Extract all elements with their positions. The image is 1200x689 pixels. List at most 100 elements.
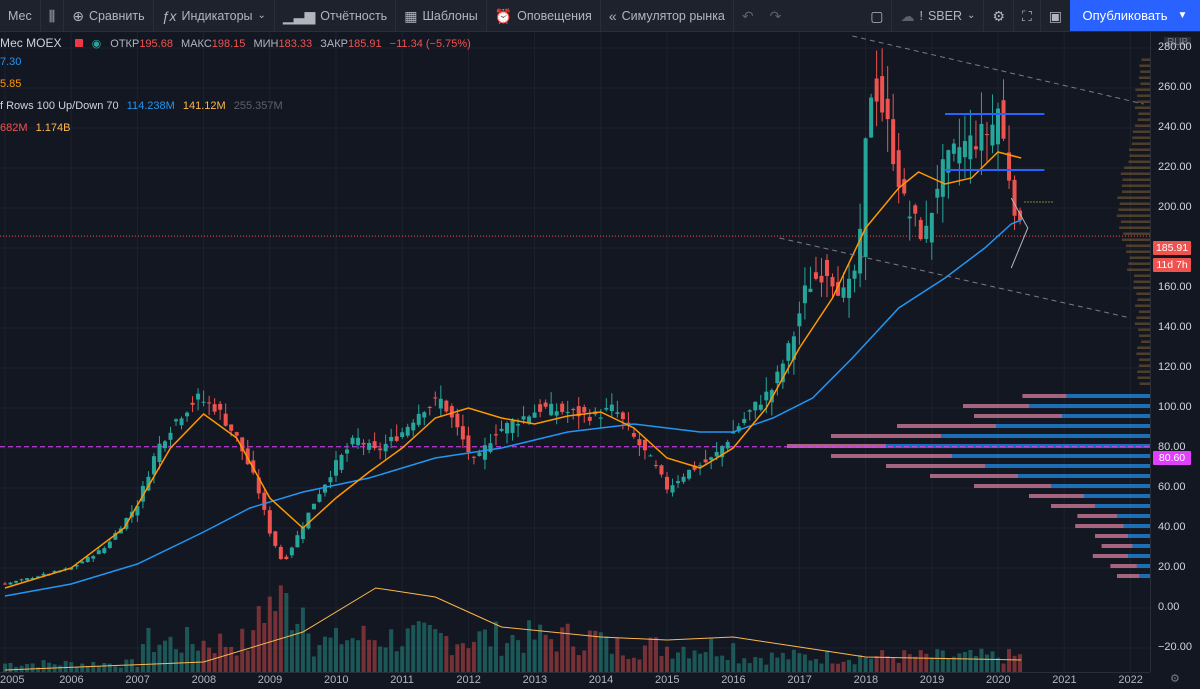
vp-row-upper <box>1133 286 1150 289</box>
vp-row-down <box>1051 504 1095 508</box>
indicators-label: Индикаторы <box>181 8 253 23</box>
volume-bar <box>747 663 752 672</box>
undo-button[interactable]: ↶ <box>734 0 762 31</box>
price-tick-label: 280.00 <box>1158 41 1192 53</box>
vp-row-upper <box>1137 94 1150 97</box>
year-tick-label: 2006 <box>59 674 84 686</box>
volume-ma-line <box>4 587 1022 671</box>
volume-bar <box>962 652 967 672</box>
volume-bar <box>229 646 234 672</box>
volume-bar <box>146 627 151 672</box>
alerts-button[interactable]: ⏰ Оповещения <box>487 0 600 31</box>
candle-body <box>637 439 642 446</box>
candle-body <box>455 413 460 428</box>
settings-button[interactable]: ⚙ <box>984 0 1013 31</box>
volume-bar <box>863 657 868 672</box>
volume-bar <box>532 639 537 672</box>
price-axis[interactable] <box>1150 32 1200 672</box>
toolbar-divider <box>599 0 601 31</box>
candle-body <box>984 134 989 136</box>
templates-button[interactable]: ▦ Шаблоны <box>396 0 486 31</box>
vp-row-down <box>787 444 886 448</box>
candle-body <box>824 259 829 276</box>
replay-button[interactable]: « Симулятор рынка <box>601 0 733 31</box>
interval-button[interactable]: Мес <box>0 0 40 31</box>
function-icon: ƒx <box>161 7 177 24</box>
vp-row-upper <box>1121 184 1150 187</box>
candle-body <box>477 452 482 456</box>
volume-bar <box>984 654 989 672</box>
fullscreen-toggle[interactable]: ▢ <box>862 0 891 31</box>
grid-icon: ▦ <box>404 7 418 24</box>
candle-body <box>742 418 747 423</box>
volume-bar <box>824 650 829 672</box>
compare-button[interactable]: ⊕ Сравнить <box>64 0 152 31</box>
candle-body <box>703 459 708 463</box>
snapshot-button[interactable]: ▣ <box>1041 0 1070 31</box>
eye-icon[interactable]: ◉ <box>91 38 102 50</box>
ma-fast-value: 5.85 <box>0 78 22 90</box>
publish-label: Опубликовать <box>1082 8 1168 23</box>
chart-canvas[interactable] <box>0 32 1150 672</box>
candle-body <box>328 477 333 483</box>
volume-bar <box>847 659 852 672</box>
year-tick-label: 2012 <box>456 674 481 686</box>
volume-bar <box>212 653 217 672</box>
volume-bar <box>118 667 123 672</box>
candle-body <box>720 446 725 458</box>
candle-body <box>196 393 201 400</box>
redo-button[interactable]: ↷ <box>762 0 790 31</box>
candle-body <box>896 150 901 188</box>
volume-bar <box>841 661 846 672</box>
volume-bar <box>284 592 289 672</box>
volume-bar <box>698 653 703 672</box>
ma-fast-line <box>4 151 1022 589</box>
axis-settings-icon[interactable]: ⚙ <box>1170 673 1180 685</box>
candle-body <box>350 437 355 445</box>
volume-bar <box>516 640 521 672</box>
candle-body <box>571 408 576 410</box>
vp-row-upper <box>1133 280 1150 283</box>
volume-bar <box>869 658 874 672</box>
volume-bar <box>858 655 863 672</box>
red-marker-icon[interactable] <box>74 39 83 47</box>
candle-body <box>990 124 995 146</box>
layout-button[interactable]: ☁! SBER ⌄ <box>892 0 983 31</box>
candle-body <box>891 119 896 165</box>
candle-body <box>747 410 752 412</box>
cloud-icon: ☁ <box>900 7 915 24</box>
volume-bar <box>813 658 818 672</box>
vp-row-upper <box>1134 106 1150 109</box>
report-button[interactable]: ▁▃▆ Отчётность <box>275 0 395 31</box>
volume-bar <box>300 607 305 672</box>
price-tick-label: −20.00 <box>1158 641 1192 653</box>
layout-name: SBER <box>927 8 962 23</box>
toolbar-right: ▢ ☁! SBER ⌄ ⚙ ⛶ ▣ Опубликовать ▼ <box>862 0 1200 31</box>
candle-body <box>218 403 223 410</box>
candle-body <box>433 397 438 399</box>
year-tick-label: 2019 <box>919 674 945 686</box>
volume-bar <box>3 663 7 672</box>
year-tick-label: 2015 <box>655 674 680 686</box>
candle-body <box>598 417 603 419</box>
time-axis[interactable] <box>0 672 1150 689</box>
candle-body <box>830 277 835 287</box>
candle-body <box>659 465 664 475</box>
vp-row-upper <box>1137 100 1150 103</box>
candle-body <box>885 98 890 120</box>
open-label: ОТКР <box>110 38 140 50</box>
publish-button[interactable]: Опубликовать ▼ <box>1070 0 1200 31</box>
candle-body <box>554 411 559 416</box>
vp-row-down <box>1110 564 1137 568</box>
vp-row-down <box>1117 574 1139 578</box>
indicators-button[interactable]: ƒx Индикаторы ⌄ <box>154 0 274 31</box>
candle-body <box>692 465 697 470</box>
bar-style-button[interactable]: ⫼ <box>41 0 63 31</box>
candle-body <box>869 97 874 138</box>
candle-body <box>543 402 548 407</box>
close-value: 185.91 <box>347 38 382 50</box>
volume-bar <box>295 623 300 672</box>
expand-button[interactable]: ⛶ <box>1014 0 1040 31</box>
vp-row-up <box>886 444 1150 448</box>
volume-bar <box>185 626 190 672</box>
